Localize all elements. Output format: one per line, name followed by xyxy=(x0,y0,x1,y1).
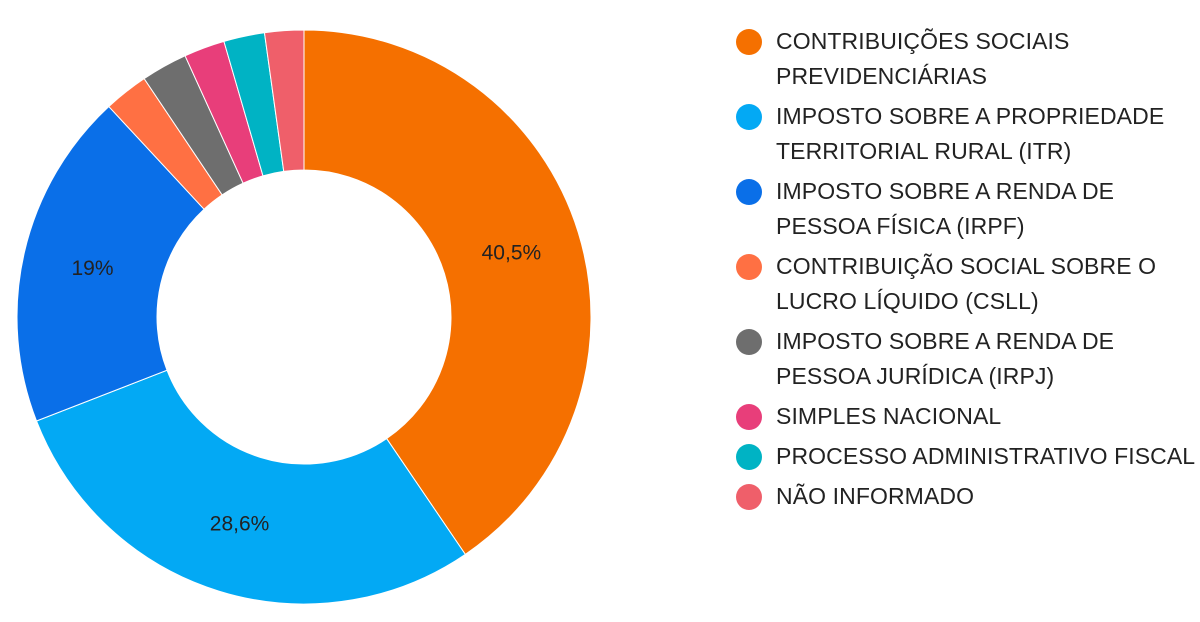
legend-swatch xyxy=(736,444,762,470)
slice-data-label: 28,6% xyxy=(210,513,270,536)
legend-item[interactable]: IMPOSTO SOBRE A PROPRIEDADE TERRITORIAL … xyxy=(736,100,1196,169)
legend-item[interactable]: PROCESSO ADMINISTRATIVO FISCAL xyxy=(736,440,1196,474)
legend-label: CONTRIBUIÇÕES SOCIAIS PREVIDENCIÁRIAS xyxy=(776,28,1070,89)
legend-swatch xyxy=(736,104,762,130)
legend-label: IMPOSTO SOBRE A PROPRIEDADE TERRITORIAL … xyxy=(776,103,1165,164)
legend-label: IMPOSTO SOBRE A RENDA DE PESSOA JURÍDICA… xyxy=(776,328,1115,389)
legend-label: SIMPLES NACIONAL xyxy=(776,403,1002,429)
legend-swatch xyxy=(736,329,762,355)
legend-swatch xyxy=(736,179,762,205)
slice-data-label: 40,5% xyxy=(482,242,542,265)
donut-slice[interactable] xyxy=(35,369,467,605)
donut-slice[interactable] xyxy=(303,29,592,556)
slice-data-label: 19% xyxy=(72,257,114,280)
chart-legend: CONTRIBUIÇÕES SOCIAIS PREVIDENCIÁRIAS IMP… xyxy=(736,25,1196,520)
legend-swatch xyxy=(736,404,762,430)
legend-label: NÃO INFORMADO xyxy=(776,483,975,509)
donut-chart: 40,5% 28,6% 19% xyxy=(16,29,592,605)
legend-label: PROCESSO ADMINISTRATIVO FISCAL xyxy=(776,443,1196,469)
legend-item[interactable]: IMPOSTO SOBRE A RENDA DE PESSOA JURÍDICA… xyxy=(736,325,1196,394)
legend-item[interactable]: CONTRIBUIÇÃO SOCIAL SOBRE O LUCRO LÍQUID… xyxy=(736,250,1196,319)
legend-item[interactable]: IMPOSTO SOBRE A RENDA DE PESSOA FÍSICA (… xyxy=(736,175,1196,244)
donut-slice[interactable] xyxy=(16,105,205,422)
legend-swatch xyxy=(736,29,762,55)
legend-label: CONTRIBUIÇÃO SOCIAL SOBRE O LUCRO LÍQUID… xyxy=(776,253,1157,314)
legend-swatch xyxy=(736,484,762,510)
legend-label: IMPOSTO SOBRE A RENDA DE PESSOA FÍSICA (… xyxy=(776,178,1115,239)
donut-slice[interactable] xyxy=(263,29,305,172)
legend-item[interactable]: SIMPLES NACIONAL xyxy=(736,400,1196,434)
legend-swatch xyxy=(736,254,762,280)
legend-item[interactable]: NÃO INFORMADO xyxy=(736,480,1196,514)
legend-item[interactable]: CONTRIBUIÇÕES SOCIAIS PREVIDENCIÁRIAS xyxy=(736,25,1196,94)
